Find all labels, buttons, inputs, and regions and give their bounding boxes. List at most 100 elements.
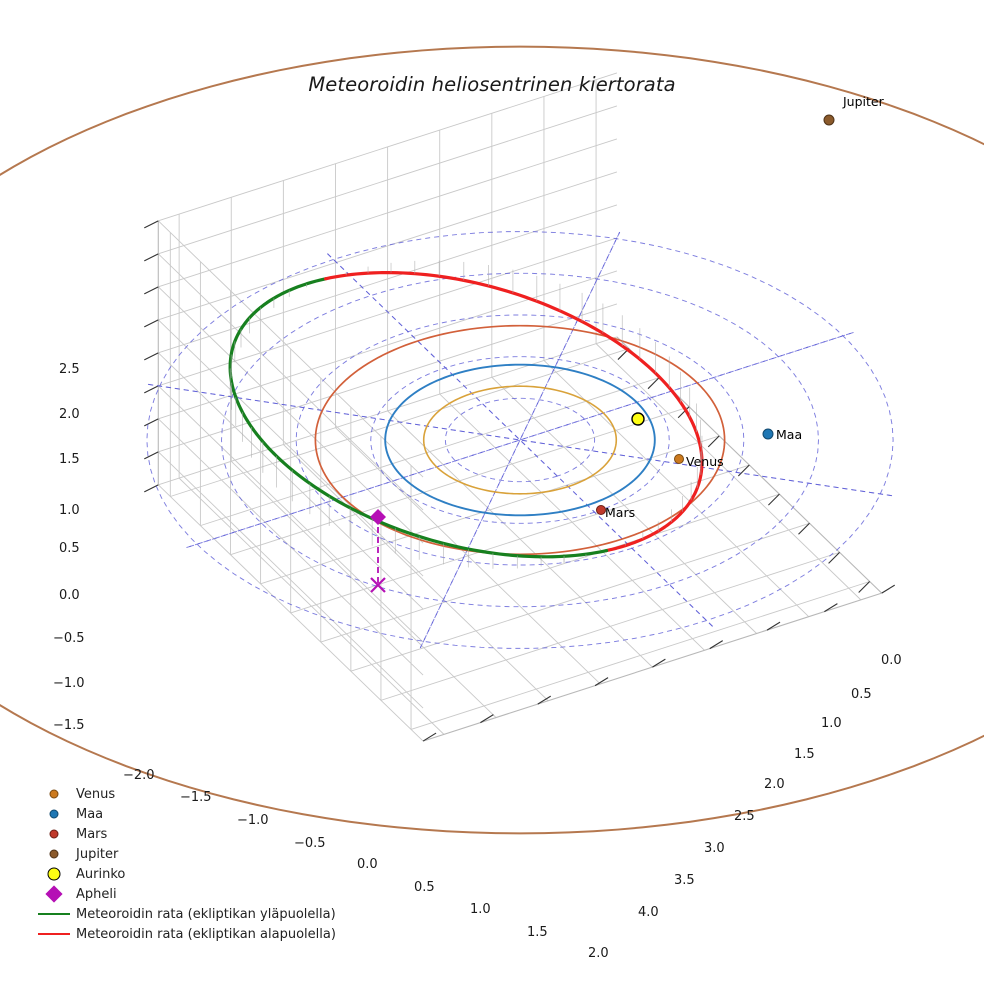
legend-aurinko[interactable]: Aurinko	[32, 864, 336, 884]
legend-maa[interactable]: Maa	[32, 804, 336, 824]
label-mars: Mars	[605, 505, 636, 520]
grid-line-wall	[157, 352, 424, 610]
y-axis-tick	[652, 658, 666, 668]
bodies	[370, 114, 835, 593]
grid-line-wall	[158, 171, 618, 321]
z-axis-tick-label: −1.0	[53, 676, 85, 691]
legend-dot-swatch	[32, 844, 76, 864]
z-axis-tick	[144, 286, 159, 295]
y-axis-tick	[766, 621, 781, 631]
x-axis-tick	[828, 551, 840, 564]
body-marker-mars[interactable]	[596, 505, 606, 515]
grid-line-wall	[157, 484, 424, 742]
y-axis-tick	[422, 732, 437, 742]
legend-line-swatch	[32, 904, 76, 924]
grid-line-wall	[157, 451, 424, 709]
dot-marker-icon	[49, 809, 59, 819]
x-axis-tick-label: 1.5	[527, 925, 548, 940]
legend-dot-swatch	[32, 864, 76, 884]
x-axis-tick	[677, 406, 690, 419]
x-axis-tick	[858, 581, 871, 593]
body-marker-jupiter[interactable]	[823, 114, 835, 126]
body-marker-venus[interactable]	[674, 454, 684, 464]
x-axis-tick	[768, 493, 780, 506]
y-axis-tick-label: 1.0	[821, 716, 842, 731]
label-maa: Maa	[776, 427, 803, 442]
ecliptic-ring	[221, 272, 819, 608]
x-axis-tick	[707, 435, 720, 448]
legend-orbit-below[interactable]: Meteoroidin rata (ekliptikan alapuolella…	[32, 924, 336, 944]
grid-line-wall	[157, 286, 424, 544]
legend-diamond-swatch	[32, 884, 76, 904]
x-axis-tick	[647, 377, 660, 390]
grid-line-floor	[387, 410, 653, 668]
line-swatch-icon	[38, 933, 70, 935]
meteoroid-droplines	[229, 260, 703, 569]
body-marker-maa[interactable]	[762, 428, 774, 440]
x-axis-tick-label: 1.0	[470, 902, 491, 917]
z-axis-tick	[144, 220, 159, 229]
legend-item-label: Jupiter	[76, 846, 119, 862]
grid-line-floor	[283, 444, 549, 702]
legend-venus[interactable]: Venus	[32, 784, 336, 804]
y-axis-tick	[824, 603, 838, 613]
legend-item-label: Mars	[76, 826, 108, 842]
x-axis-tick-label: −1.5	[180, 790, 212, 805]
grid-line-wall	[157, 220, 424, 478]
x-axis-tick-label: 2.0	[588, 946, 609, 961]
z-axis-tick-label: 2.0	[59, 407, 80, 422]
y-axis-tick	[480, 714, 494, 724]
y-axis-tick-label: 3.5	[674, 873, 695, 888]
legend-mars[interactable]: Mars	[32, 824, 336, 844]
z-axis-tick	[144, 451, 159, 460]
z-axis-tick-label: −0.5	[53, 631, 85, 646]
legend-item-label: Venus	[76, 786, 116, 802]
x-axis-tick	[737, 464, 750, 477]
y-axis-tick-label: 0.5	[851, 687, 872, 702]
legend-item-label: Meteoroidin rata (ekliptikan alapuolella…	[76, 926, 336, 942]
x-axis-tick-label: −1.0	[237, 813, 269, 828]
z-axis-tick-label: 1.0	[59, 503, 80, 518]
legend-item-label: Aurinko	[76, 866, 126, 882]
z-axis-tick	[144, 385, 159, 394]
y-axis-tick-label: 1.5	[794, 747, 815, 762]
y-axis-tick-label: 4.0	[638, 905, 659, 920]
y-axis-spine	[422, 592, 882, 742]
y-axis-tick-label: 3.0	[704, 841, 725, 856]
ecliptic-ring	[146, 231, 894, 649]
grid-line-floor	[595, 343, 862, 601]
legend-dot-swatch	[32, 784, 76, 804]
ecliptic-spoke	[419, 231, 621, 649]
grid-line-wall	[157, 319, 424, 577]
z-axis-tick-label: −1.5	[53, 718, 85, 733]
z-axis-tick-label: 0.5	[59, 541, 80, 556]
dot-marker-icon	[49, 789, 59, 799]
axis-grid	[157, 72, 870, 742]
dot-marker-icon	[49, 849, 59, 859]
legend-jupiter[interactable]: Jupiter	[32, 844, 336, 864]
ecliptic-ring	[444, 397, 596, 483]
x-axis-tick-label: 0.5	[414, 880, 435, 895]
line-swatch-icon	[38, 913, 70, 915]
y-axis-tick-label: 2.0	[764, 777, 785, 792]
y-axis-tick	[537, 695, 552, 705]
z-axis-tick	[144, 418, 159, 427]
y-axis-tick-label: 2.5	[734, 809, 755, 824]
legend-orbit-above[interactable]: Meteoroidin rata (ekliptikan yläpuolella…	[32, 904, 336, 924]
dot-marker-icon	[49, 829, 59, 839]
aphelion-marker[interactable]	[370, 509, 386, 525]
legend-item-label: Maa	[76, 806, 104, 822]
ecliptic-ring	[370, 356, 670, 524]
x-axis-tick-label: −0.5	[294, 836, 326, 851]
legend-apheli[interactable]: Apheli	[32, 884, 336, 904]
body-marker-aurinko[interactable]	[631, 412, 645, 426]
grid-line-wall	[158, 72, 618, 222]
diamond-marker-icon	[45, 885, 63, 903]
legend-dot-swatch	[32, 824, 76, 844]
planet-orbits	[0, 45, 984, 835]
grid-line-floor	[178, 477, 445, 735]
orbit-maa	[384, 363, 656, 517]
z-axis-tick	[144, 352, 159, 361]
